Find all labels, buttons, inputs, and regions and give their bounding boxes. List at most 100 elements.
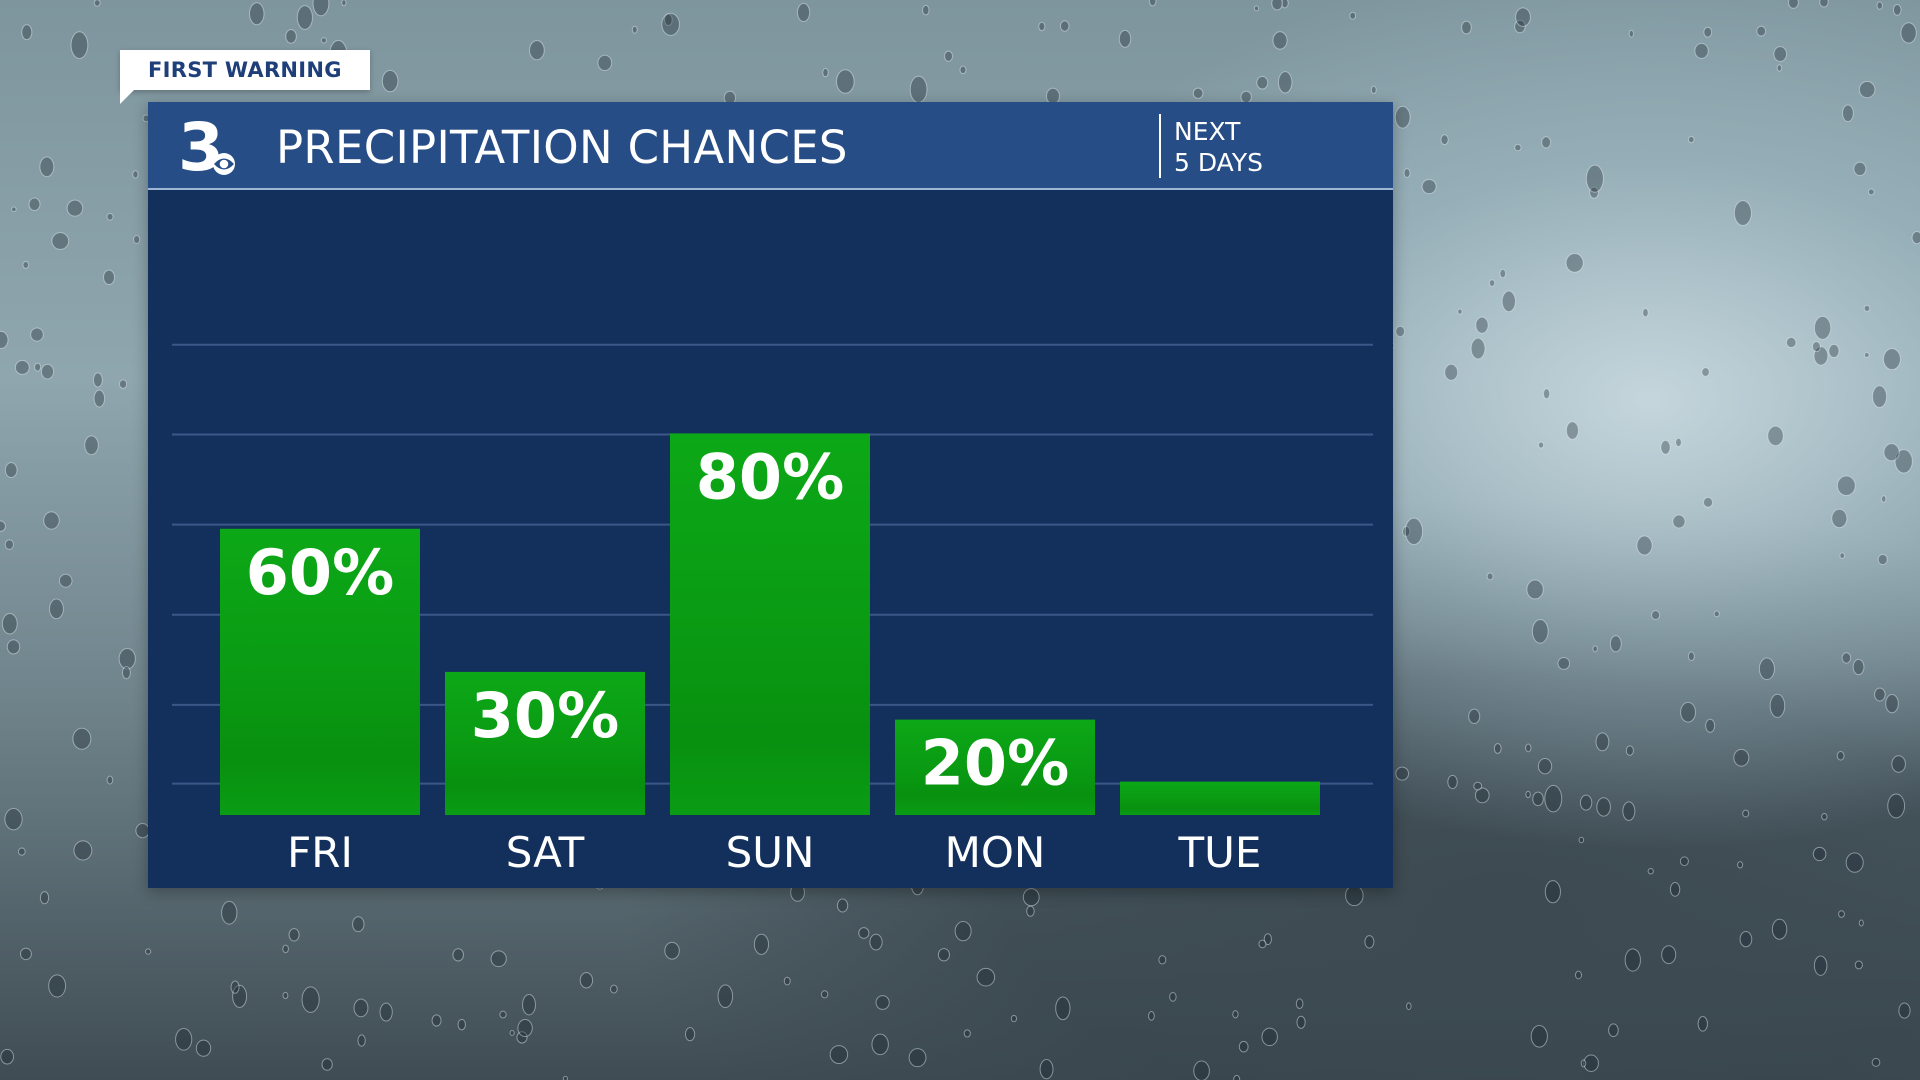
data-label-sat: 30% bbox=[471, 679, 619, 752]
raindrop bbox=[58, 573, 73, 588]
raindrop bbox=[84, 435, 99, 456]
raindrop bbox=[379, 1002, 393, 1022]
raindrop bbox=[1836, 750, 1845, 761]
raindrop bbox=[21, 24, 33, 41]
raindrop bbox=[1672, 514, 1686, 529]
raindrop bbox=[1525, 790, 1531, 799]
raindrop bbox=[664, 13, 673, 27]
raindrop bbox=[1651, 610, 1661, 621]
raindrop bbox=[321, 1058, 333, 1071]
category-label-tue: TUE bbox=[1178, 828, 1262, 877]
raindrop bbox=[1349, 11, 1357, 20]
raindrop bbox=[4, 462, 18, 479]
raindrop bbox=[1595, 732, 1610, 752]
raindrop bbox=[22, 261, 30, 269]
raindrop bbox=[4, 808, 23, 831]
raindrop bbox=[1038, 21, 1046, 32]
raindrop bbox=[1812, 846, 1827, 862]
raindrop bbox=[1537, 441, 1545, 449]
raindrop bbox=[1813, 315, 1832, 340]
raindrop bbox=[106, 212, 114, 221]
raindrop bbox=[133, 235, 141, 245]
raindrop bbox=[1733, 748, 1750, 767]
raindrop bbox=[1039, 1058, 1054, 1080]
raindrop bbox=[72, 727, 92, 750]
raindrop bbox=[0, 1048, 15, 1065]
raindrop bbox=[1756, 25, 1767, 37]
raindrop bbox=[1579, 794, 1593, 811]
raindrop bbox=[858, 927, 870, 939]
raindrop bbox=[1882, 348, 1901, 371]
raindrop bbox=[684, 1027, 696, 1042]
bar-sat bbox=[445, 671, 645, 815]
raindrop bbox=[1345, 884, 1364, 907]
raindrop bbox=[908, 1048, 927, 1068]
raindrop bbox=[959, 65, 967, 75]
raindrop bbox=[1839, 552, 1845, 559]
raindrop bbox=[954, 920, 972, 942]
raindrop bbox=[1488, 279, 1496, 287]
raindrop bbox=[976, 967, 996, 987]
raindrop bbox=[249, 2, 265, 26]
raindrop bbox=[1854, 960, 1863, 970]
raindrop bbox=[1608, 1023, 1619, 1037]
raindrop bbox=[431, 1014, 442, 1027]
raindrop bbox=[1911, 231, 1920, 245]
raindrop bbox=[288, 928, 300, 942]
raindrop bbox=[1841, 652, 1852, 664]
raindrop bbox=[19, 947, 32, 961]
raindrop bbox=[1583, 1054, 1599, 1072]
raindrop bbox=[529, 40, 545, 61]
raindrop bbox=[1557, 656, 1571, 670]
raindrop bbox=[1813, 346, 1829, 366]
raindrop bbox=[175, 1027, 193, 1051]
raindrop bbox=[1457, 308, 1463, 315]
raindrop bbox=[1661, 945, 1677, 965]
raindrop bbox=[1872, 385, 1888, 408]
raindrop bbox=[1148, 0, 1157, 7]
raindrop bbox=[1898, 1002, 1911, 1019]
category-label-sun: SUN bbox=[726, 828, 815, 877]
raindrop bbox=[1238, 1040, 1249, 1053]
raindrop bbox=[829, 1045, 849, 1065]
raindrop bbox=[1148, 1011, 1155, 1021]
raindrop bbox=[1253, 5, 1260, 12]
raindrop bbox=[1877, 553, 1888, 566]
raindrop bbox=[1526, 579, 1544, 600]
raindrop bbox=[1272, 31, 1288, 50]
raindrop bbox=[1669, 881, 1681, 897]
raindrop bbox=[0, 520, 6, 532]
raindrop bbox=[1694, 42, 1709, 59]
raindrop bbox=[1271, 0, 1283, 11]
raindrop bbox=[579, 972, 594, 989]
raindrop bbox=[92, 372, 103, 388]
raindrop bbox=[1530, 1024, 1548, 1048]
raindrop bbox=[1625, 745, 1634, 756]
raindrop bbox=[11, 206, 17, 213]
raindrop bbox=[1702, 497, 1714, 508]
raindrop bbox=[1891, 755, 1906, 773]
raindrop bbox=[1370, 85, 1377, 95]
raindrop bbox=[490, 950, 507, 968]
raindrop bbox=[937, 948, 951, 962]
raindrop bbox=[1867, 188, 1875, 196]
precipitation-bar-chart: 60% FRI 30% SAT 80% SUN 20% MON TUE bbox=[172, 343, 1373, 877]
raindrop bbox=[1894, 449, 1913, 474]
raindrop bbox=[14, 359, 30, 375]
raindrop bbox=[1628, 29, 1635, 38]
raindrop bbox=[48, 598, 64, 620]
raindrop bbox=[1687, 651, 1695, 662]
bar-fri bbox=[220, 528, 420, 815]
period-line-2: 5 DAYS bbox=[1174, 148, 1263, 177]
raindrop bbox=[1853, 161, 1867, 177]
raindrop bbox=[48, 974, 67, 998]
raindrop bbox=[285, 29, 297, 44]
raindrop bbox=[1624, 948, 1641, 972]
raindrop bbox=[1192, 87, 1204, 99]
raindrop bbox=[320, 37, 327, 44]
raindrop bbox=[1296, 1015, 1306, 1029]
raindrop bbox=[562, 1075, 568, 1080]
raindrop bbox=[1406, 1002, 1412, 1011]
raindrop bbox=[4, 539, 14, 550]
raindrop bbox=[1565, 421, 1579, 440]
